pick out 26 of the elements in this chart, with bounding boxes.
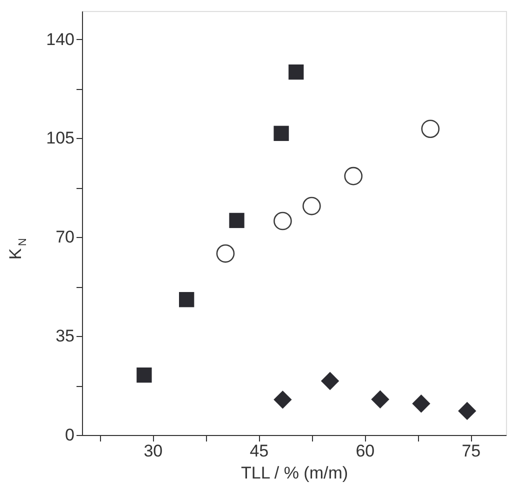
x-tick-label: 60	[356, 442, 375, 460]
x-tick-label: 45	[250, 442, 269, 460]
point	[320, 372, 340, 390]
point	[302, 196, 321, 216]
point	[136, 367, 152, 383]
point	[179, 292, 194, 308]
point	[371, 390, 390, 408]
y-tick-label: 35	[56, 326, 74, 346]
point	[458, 402, 476, 420]
x-tick-label: 75	[462, 442, 481, 460]
point	[274, 126, 289, 141]
point	[344, 166, 363, 186]
point	[421, 120, 440, 138]
x-tick-label: 30	[144, 442, 163, 460]
y-tick-label: 0	[65, 426, 74, 444]
x-axis-title: TLL / % (m/m)	[240, 464, 348, 482]
y-tick-label: 140	[46, 30, 74, 49]
y-tick-label: 70	[56, 228, 74, 247]
point	[288, 64, 304, 80]
point	[274, 212, 292, 230]
y-tick-label: 105	[46, 128, 74, 148]
y-axis-title: KN	[6, 238, 29, 260]
point	[229, 212, 244, 228]
point	[216, 244, 235, 263]
point	[412, 394, 430, 413]
point	[274, 390, 292, 409]
